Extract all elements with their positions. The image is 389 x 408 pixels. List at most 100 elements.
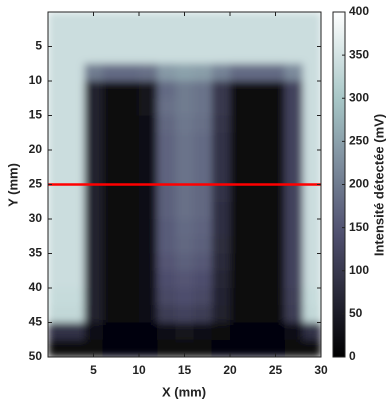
heatmap-cell: [66, 288, 85, 306]
heatmap-cell: [157, 270, 176, 289]
heatmap-cell: [193, 270, 213, 289]
heatmap-cell: [248, 305, 267, 323]
heatmap-cell: [102, 12, 122, 30]
heatmap-cell: [193, 132, 213, 151]
heatmap-cell: [48, 63, 67, 82]
heatmap-cell: [120, 201, 140, 220]
heatmap-cell: [157, 253, 176, 272]
heatmap-cell: [211, 201, 231, 220]
heatmap-cell: [139, 167, 158, 185]
heatmap-cell: [211, 150, 231, 168]
y-tick-label: 25: [29, 177, 43, 191]
heatmap-cell: [302, 98, 321, 116]
heatmap-cell: [302, 288, 321, 306]
heatmap-cell: [66, 184, 85, 203]
heatmap-cell: [266, 132, 286, 151]
heatmap-cell: [302, 81, 321, 99]
heatmap-cell: [139, 98, 158, 116]
heatmap-cell: [175, 150, 195, 168]
y-tick-label: 35: [29, 246, 43, 260]
heatmap-cell: [266, 288, 286, 306]
heatmap-cell: [193, 150, 213, 168]
heatmap-cell: [284, 270, 304, 289]
heatmap-cell: [120, 253, 140, 272]
heatmap-cell: [102, 150, 122, 168]
x-tick-label: 10: [132, 363, 146, 377]
heatmap-cell: [284, 46, 304, 65]
heatmap-cell: [211, 305, 231, 323]
heatmap-cell: [102, 253, 122, 272]
heatmap-cell: [157, 184, 176, 203]
heatmap-cell: [211, 167, 231, 185]
heatmap-cell: [139, 253, 158, 272]
heatmap-cell: [175, 184, 195, 203]
heatmap-cell: [284, 305, 304, 323]
y-axis-label: Y (mm): [5, 163, 20, 207]
heatmap-cell: [266, 305, 286, 323]
heatmap-cell: [48, 236, 67, 254]
heatmap-cell: [175, 288, 195, 306]
heatmap-cell: [284, 98, 304, 116]
heatmap-cell: [84, 167, 104, 185]
heatmap-cell: [211, 132, 231, 151]
heatmap-cell: [284, 184, 304, 203]
colorbar-tick-label: 250: [349, 134, 369, 148]
heatmap-cell: [211, 81, 231, 99]
x-tick-label: 20: [223, 363, 237, 377]
colorbar-tick-label: 200: [349, 177, 369, 191]
heatmap-cell: [157, 98, 176, 116]
heatmap-cell: [120, 236, 140, 254]
heatmap-cell: [193, 29, 213, 47]
colorbar-tick-label: 150: [349, 220, 369, 234]
heatmap-cell: [48, 305, 67, 323]
colorbar-tick-label: 400: [349, 4, 369, 18]
heatmap-cell: [120, 167, 140, 185]
heatmap-cell: [120, 270, 140, 289]
heatmap-cell: [102, 115, 122, 134]
heatmap-cell: [266, 12, 286, 30]
heatmap-cell: [120, 81, 140, 99]
heatmap-cell: [48, 12, 67, 30]
heatmap-cell: [230, 132, 249, 151]
heatmap: [48, 12, 321, 357]
heatmap-cell: [175, 167, 195, 185]
heatmap-cell: [193, 236, 213, 254]
heatmap-cell: [248, 253, 267, 272]
heatmap-cell: [284, 132, 304, 151]
heatmap-cell: [66, 150, 85, 168]
heatmap-cell: [120, 219, 140, 237]
heatmap-cell: [139, 339, 158, 357]
heatmap-cell: [66, 322, 85, 341]
heatmap-cell: [157, 288, 176, 306]
heatmap-cell: [211, 253, 231, 272]
heatmap-cell: [157, 305, 176, 323]
heatmap-cell: [302, 115, 321, 134]
heatmap-cell: [84, 305, 104, 323]
heatmap-cell: [48, 46, 67, 65]
heatmap-cell: [84, 339, 104, 357]
heatmap-cell: [48, 219, 67, 237]
heatmap-cell: [175, 305, 195, 323]
y-tick-label: 45: [29, 315, 43, 329]
heatmap-cell: [193, 46, 213, 65]
heatmap-cell: [211, 288, 231, 306]
heatmap-cell: [302, 46, 321, 65]
heatmap-cell: [157, 322, 176, 341]
heatmap-cell: [193, 81, 213, 99]
heatmap-cell: [175, 81, 195, 99]
heatmap-cell: [284, 201, 304, 220]
heatmap-cell: [157, 12, 176, 30]
heatmap-cell: [175, 12, 195, 30]
heatmap-cell: [84, 29, 104, 47]
heatmap-cell: [139, 12, 158, 30]
heatmap-cell: [193, 253, 213, 272]
heatmap-cell: [175, 46, 195, 65]
heatmap-cell: [102, 98, 122, 116]
heatmap-cell: [120, 288, 140, 306]
heatmap-cell: [66, 253, 85, 272]
heatmap-cell: [157, 201, 176, 220]
heatmap-cell: [302, 201, 321, 220]
heatmap-cell: [302, 236, 321, 254]
heatmap-cell: [284, 253, 304, 272]
heatmap-cell: [193, 322, 213, 341]
